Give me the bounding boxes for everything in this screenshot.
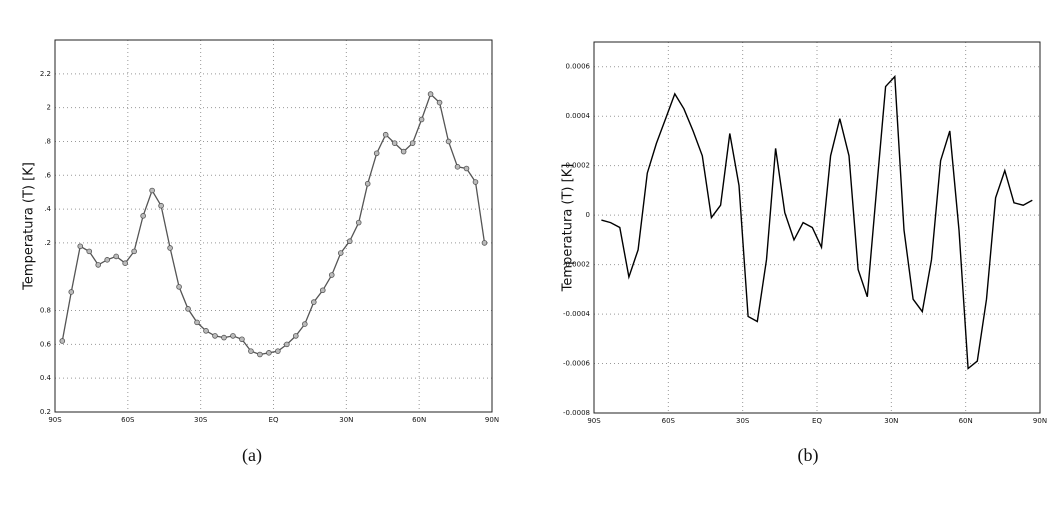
data-point bbox=[86, 248, 93, 255]
data-point bbox=[266, 350, 272, 356]
y-axis-label: Temperatura (T) [K] bbox=[22, 162, 37, 291]
caption: (b) bbox=[798, 445, 819, 466]
data-point bbox=[481, 240, 488, 246]
data-point bbox=[427, 91, 434, 97]
data-point bbox=[185, 306, 191, 312]
data-point bbox=[382, 131, 389, 138]
y-tick-label: 0.0002 bbox=[566, 162, 591, 170]
x-tick-label: 30N bbox=[884, 417, 898, 425]
data-point bbox=[391, 140, 398, 146]
data-point bbox=[140, 213, 146, 219]
data-point bbox=[364, 180, 371, 187]
x-tick-label: 30S bbox=[194, 416, 208, 424]
plot-frame bbox=[593, 41, 1041, 414]
data-point bbox=[248, 348, 254, 354]
x-tick-label: 60S bbox=[121, 416, 135, 424]
data-point bbox=[337, 250, 344, 256]
data-point bbox=[463, 165, 470, 172]
data-point bbox=[221, 334, 227, 341]
data-point bbox=[445, 138, 452, 145]
x-tick-label: 30N bbox=[339, 416, 353, 424]
x-tick-label: 60N bbox=[959, 417, 973, 425]
data-point bbox=[293, 333, 299, 339]
data-point bbox=[346, 238, 353, 245]
y-tick-label: .8 bbox=[44, 137, 51, 145]
x-tick-label: 60S bbox=[662, 417, 676, 425]
data-point bbox=[59, 338, 66, 344]
data-point bbox=[194, 319, 200, 326]
data-point bbox=[302, 321, 308, 327]
caption: (a) bbox=[242, 445, 262, 466]
y-tick-label: .2 bbox=[44, 239, 51, 247]
data-point bbox=[373, 150, 380, 157]
y-axis-label: Temperatura (T) [K] bbox=[561, 164, 576, 293]
x-tick-label: 30S bbox=[736, 417, 750, 425]
y-tick-label: .4 bbox=[44, 205, 51, 213]
plot-frame bbox=[54, 39, 493, 413]
y-tick-label: 2 bbox=[47, 104, 51, 112]
data-point bbox=[158, 202, 164, 209]
data-point bbox=[284, 341, 290, 348]
x-tick-label: 60N bbox=[412, 416, 426, 424]
data-point bbox=[149, 187, 155, 194]
data-point bbox=[212, 333, 218, 339]
data-point bbox=[131, 248, 137, 255]
data-point bbox=[68, 289, 75, 295]
data-point bbox=[95, 262, 102, 268]
data-point bbox=[311, 299, 317, 305]
x-tick-label: 90S bbox=[48, 416, 62, 424]
x-tick-label: EQ bbox=[269, 416, 279, 424]
y-tick-label: 0.8 bbox=[40, 307, 51, 315]
y-tick-label: -0.0004 bbox=[563, 310, 591, 318]
y-tick-label: -0.0002 bbox=[563, 261, 590, 269]
data-point bbox=[400, 148, 407, 155]
data-point bbox=[409, 140, 416, 146]
data-point bbox=[113, 253, 119, 260]
x-tick-label: 90N bbox=[485, 416, 499, 424]
data-point bbox=[167, 245, 173, 251]
data-point bbox=[77, 243, 84, 250]
data-point bbox=[454, 164, 461, 170]
data-point bbox=[418, 116, 425, 123]
data-point bbox=[176, 284, 182, 290]
data-point bbox=[239, 336, 245, 343]
data-point bbox=[319, 287, 326, 294]
data-point bbox=[203, 328, 209, 334]
y-tick-label: -0.0006 bbox=[563, 360, 591, 368]
y-tick-label: 0.0006 bbox=[566, 63, 591, 71]
data-point bbox=[355, 219, 362, 226]
data-line bbox=[601, 74, 1033, 370]
x-tick-label: 90S bbox=[587, 417, 601, 425]
y-tick-label: -0.0008 bbox=[563, 409, 590, 417]
data-point bbox=[328, 272, 335, 278]
y-tick-label: 0.2 bbox=[40, 408, 51, 416]
data-point bbox=[275, 348, 281, 354]
data-point bbox=[436, 99, 443, 106]
x-tick-label: 90N bbox=[1033, 417, 1047, 425]
y-tick-label: 0 bbox=[586, 211, 590, 219]
x-tick-label: EQ bbox=[812, 417, 822, 425]
y-tick-label: 2.2 bbox=[40, 70, 51, 78]
y-tick-label: .6 bbox=[44, 171, 51, 179]
y-tick-label: 0.0004 bbox=[566, 112, 591, 120]
data-point bbox=[257, 351, 263, 358]
data-point bbox=[104, 257, 110, 263]
data-point bbox=[472, 179, 479, 185]
data-point bbox=[122, 260, 128, 267]
y-tick-label: 0.6 bbox=[40, 340, 52, 348]
data-point bbox=[230, 333, 236, 339]
y-tick-label: 0.4 bbox=[40, 374, 52, 382]
